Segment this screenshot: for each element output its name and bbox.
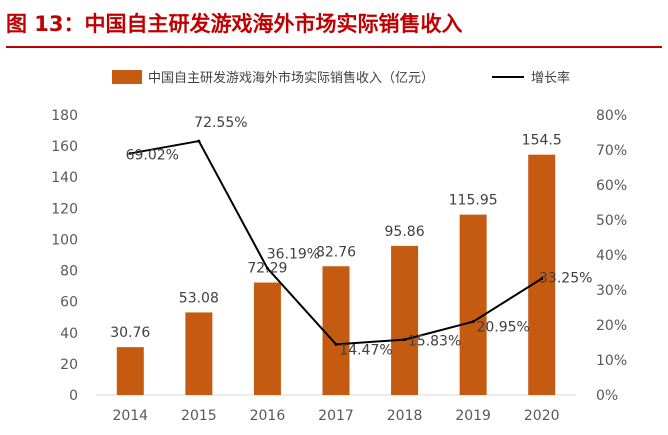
y-left-tick-label: 140 — [51, 170, 78, 186]
bar-series — [116, 154, 556, 395]
bar — [528, 154, 556, 395]
growth-value-label: 72.55% — [194, 115, 247, 131]
bar — [459, 214, 487, 395]
y-left-tick-label: 80 — [60, 264, 78, 280]
y-left-tick-label: 60 — [60, 295, 78, 311]
bar-value-label: 30.76 — [110, 325, 150, 341]
y-left-tick-label: 120 — [51, 201, 78, 217]
growth-value-label: 36.19% — [267, 246, 320, 262]
legend-bar-label: 中国自主研发游戏海外市场实际销售收入（亿元） — [148, 70, 434, 86]
growth-point — [334, 342, 338, 346]
y-right-tick-label: 50% — [596, 213, 627, 229]
x-tick-label: 2019 — [455, 408, 491, 424]
growth-point — [471, 320, 475, 324]
growth-point — [403, 338, 407, 342]
bar — [391, 245, 419, 395]
y-right-tick-label: 80% — [596, 108, 627, 124]
y-right-tick-label: 10% — [596, 353, 627, 369]
y-right-tick-label: 70% — [596, 143, 627, 159]
growth-value-label: 33.25% — [539, 271, 592, 287]
growth-value-label: 20.95% — [476, 320, 529, 336]
y-left-tick-label: 100 — [51, 232, 78, 248]
x-tick-label: 2014 — [112, 408, 148, 424]
y-left-tick-label: 0 — [69, 388, 78, 404]
x-tick-label: 2016 — [250, 408, 286, 424]
bar-value-label: 82.76 — [316, 244, 356, 260]
bar — [116, 347, 144, 395]
growth-point — [265, 266, 269, 270]
y-right-tick-label: 0% — [596, 388, 618, 404]
growth-value-label: 14.47% — [339, 342, 392, 358]
bar-value-label: 95.86 — [385, 224, 425, 240]
y-left-tick-label: 40 — [60, 326, 78, 342]
x-tick-label: 2018 — [387, 408, 423, 424]
growth-point — [197, 139, 201, 143]
axes: 0 20 40 60 80 100 120 140 160 180 0% 10% 20% 30% 40% 50… — [51, 108, 627, 424]
bar — [185, 312, 213, 395]
growth-value-label: 15.83% — [408, 334, 461, 350]
bar-value-label: 115.95 — [449, 193, 498, 209]
x-tick-label: 2020 — [524, 408, 560, 424]
legend-bar-swatch — [112, 70, 142, 84]
growth-point — [540, 277, 544, 281]
x-tick-label: 2015 — [181, 408, 217, 424]
figure-title: 图 13：中国自主研发游戏海外市场实际销售收入 — [6, 12, 463, 36]
legend: 中国自主研发游戏海外市场实际销售收入（亿元） 增长率 — [112, 70, 570, 86]
y-right-tick-label: 40% — [596, 248, 627, 264]
bar-value-label: 72.29 — [247, 261, 287, 277]
growth-point — [128, 151, 132, 155]
y-right-tick-label: 20% — [596, 318, 627, 334]
y-right-tick-label: 30% — [596, 283, 627, 299]
bar — [322, 266, 350, 395]
bar-value-label: 53.08 — [179, 290, 219, 306]
data-labels: 30.76 53.08 72.29 82.76 95.86 115.95 154.5 69.0… — [110, 115, 592, 358]
y-left-tick-label: 20 — [60, 357, 78, 373]
y-left-tick-label: 180 — [51, 108, 78, 124]
growth-line-series — [128, 139, 544, 346]
y-left-tick-label: 160 — [51, 139, 78, 155]
bar — [253, 282, 281, 395]
title-rule — [6, 46, 662, 48]
legend-line-label: 增长率 — [531, 70, 570, 86]
bar-value-label: 154.5 — [522, 133, 562, 149]
growth-value-label: 69.02% — [126, 147, 179, 163]
y-right-tick-label: 60% — [596, 178, 627, 194]
x-tick-label: 2017 — [318, 408, 354, 424]
